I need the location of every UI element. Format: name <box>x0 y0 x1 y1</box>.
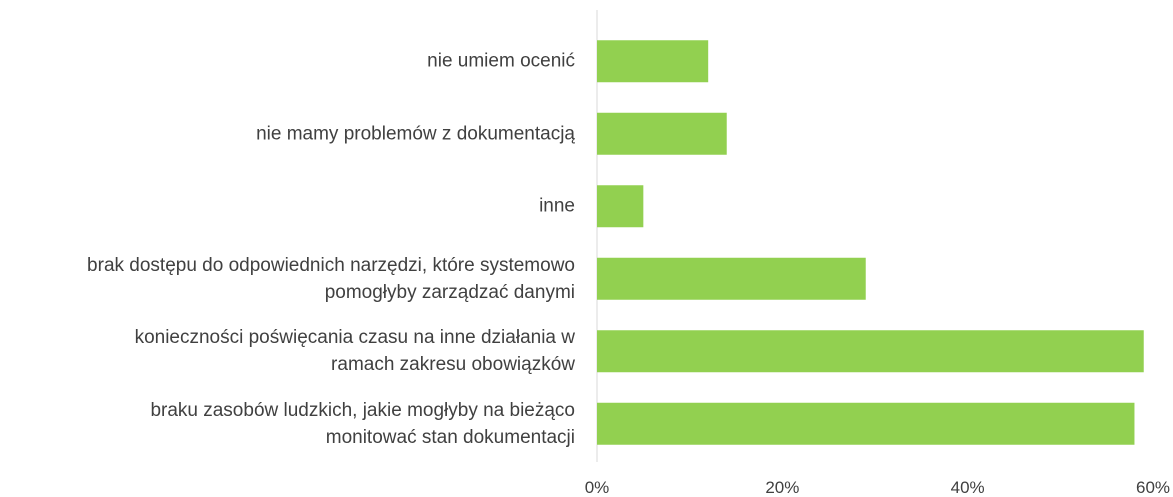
y-tick-label: inne <box>539 195 575 217</box>
y-tick-label: nie mamy problemów z dokumentacją <box>256 123 575 145</box>
y-tick-label: braku zasobów ludzkich, jakie mogłyby na… <box>150 399 575 448</box>
bar <box>597 257 866 300</box>
x-tick-label: 40% <box>950 478 985 497</box>
bar <box>597 185 644 228</box>
bar <box>597 40 709 83</box>
bar <box>597 112 727 155</box>
bar <box>597 330 1144 373</box>
y-tick-label: konieczności poświęcania czasu na inne d… <box>134 327 575 376</box>
y-tick-label: nie umiem ocenić <box>427 50 575 72</box>
x-tick-label: 20% <box>765 478 800 497</box>
x-tick-label: 0% <box>584 478 610 497</box>
x-tick-label: 60% <box>1135 478 1171 497</box>
bar <box>597 402 1135 445</box>
y-tick-label: brak dostępu do odpowiednich narzędzi, k… <box>87 254 575 303</box>
